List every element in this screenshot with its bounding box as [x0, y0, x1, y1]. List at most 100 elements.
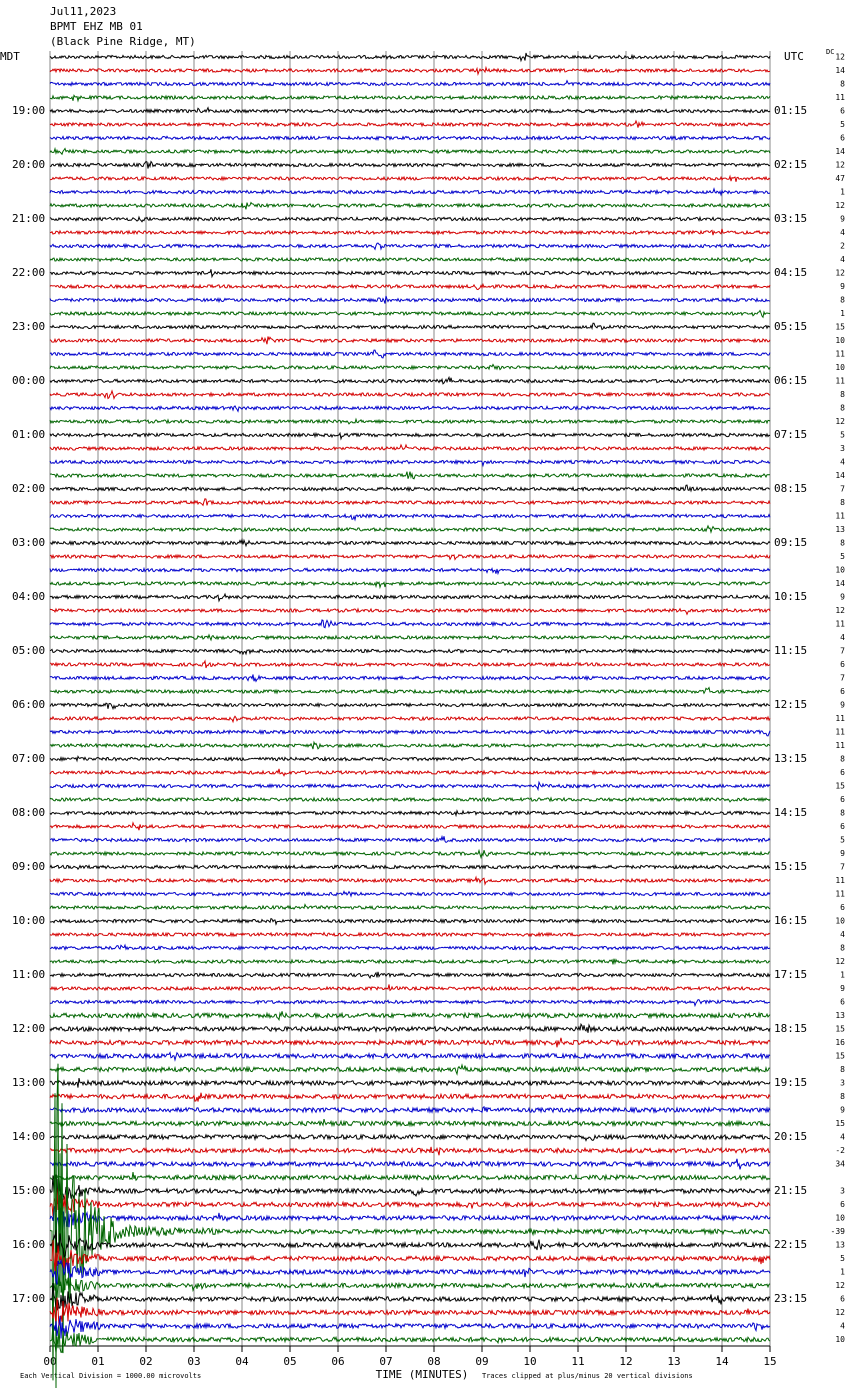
dc-offset: 15	[835, 1052, 845, 1061]
trace	[49, 1204, 771, 1230]
trace	[49, 1273, 771, 1300]
dc-offset: 15	[835, 323, 845, 332]
trace	[49, 740, 771, 750]
dc-offset: 10	[835, 336, 845, 345]
dc-offset: 4	[840, 255, 845, 264]
trace	[49, 702, 770, 711]
dc-offset: 1	[840, 1268, 845, 1277]
dc-offset: 8	[840, 80, 845, 89]
x-tick-label: 13	[667, 1355, 680, 1368]
trace	[49, 553, 771, 561]
trace	[49, 1174, 771, 1205]
trace	[49, 1322, 771, 1353]
trace	[49, 512, 771, 522]
trace	[49, 780, 771, 792]
trace	[49, 1146, 771, 1156]
dc-offset: 4	[840, 930, 845, 939]
x-tick-label: 09	[475, 1355, 488, 1368]
trace	[49, 809, 771, 818]
dc-offset: 10	[835, 917, 845, 926]
dc-offset: 6	[840, 660, 845, 669]
utc-label: 20:15	[774, 1130, 807, 1143]
trace	[49, 1037, 771, 1048]
x-tick-label: 10	[523, 1355, 536, 1368]
dc-offset: 16	[835, 1038, 845, 1047]
dc-offset: 6	[840, 107, 845, 116]
dc-offset: 6	[840, 822, 845, 831]
trace	[49, 537, 771, 548]
trace	[49, 201, 771, 210]
dc-offset: 13	[835, 525, 845, 534]
trace	[49, 336, 771, 345]
mdt-label: 16:00	[12, 1238, 45, 1251]
dc-offset: 15	[835, 782, 845, 791]
trace	[49, 1188, 771, 1217]
dc-offset: 8	[840, 1065, 845, 1074]
x-tick-label: 14	[715, 1355, 729, 1368]
mdt-label: 06:00	[12, 698, 45, 711]
dc-offset: 12	[835, 1308, 845, 1317]
mdt-label: 07:00	[12, 752, 45, 765]
trace	[49, 146, 771, 156]
dc-offset: 9	[840, 1106, 845, 1115]
dc-offset: 7	[840, 647, 845, 656]
right-axis-label: UTC	[784, 50, 804, 63]
dc-offset: 12	[835, 606, 845, 615]
mdt-label: 22:00	[12, 266, 45, 279]
trace	[49, 566, 771, 576]
trace	[49, 768, 771, 777]
mdt-label: 01:00	[12, 428, 45, 441]
dc-offset: 4	[840, 1133, 845, 1142]
dc-offset: 6	[840, 903, 845, 912]
dc-offset: 7	[840, 485, 845, 494]
dc-offset: 10	[835, 363, 845, 372]
x-tick-label: 02	[139, 1355, 152, 1368]
utc-label: 14:15	[774, 806, 807, 819]
utc-label: 16:15	[774, 914, 807, 927]
utc-label: 09:15	[774, 536, 807, 549]
utc-label: 15:15	[774, 860, 807, 873]
mdt-label: 23:00	[12, 320, 45, 333]
utc-label: 12:15	[774, 698, 807, 711]
trace	[49, 686, 771, 695]
dc-offset: 3	[840, 444, 845, 453]
dc-offset: 12	[835, 1281, 845, 1290]
offset-label: DC	[826, 48, 834, 56]
trace	[49, 821, 771, 831]
title-line: (Black Pine Ridge, MT)	[50, 35, 196, 48]
trace	[49, 322, 771, 331]
dc-offset: 4	[840, 228, 845, 237]
dc-offset: 4	[840, 458, 845, 467]
dc-offset: -39	[831, 1227, 846, 1236]
dc-offset: 11	[835, 728, 845, 737]
dc-offset: 11	[835, 890, 845, 899]
dc-offset: 14	[835, 471, 845, 480]
trace	[49, 1011, 771, 1022]
utc-label: 05:15	[774, 320, 807, 333]
utc-label: 19:15	[774, 1076, 807, 1089]
x-tick-label: 12	[619, 1355, 632, 1368]
trace	[49, 498, 771, 507]
utc-label: 13:15	[774, 752, 807, 765]
mdt-label: 14:00	[12, 1130, 45, 1143]
trace	[49, 1051, 771, 1062]
utc-label: 01:15	[774, 104, 807, 117]
utc-label: 02:15	[774, 158, 807, 171]
mdt-label: 21:00	[12, 212, 45, 225]
dc-offset: 11	[835, 350, 845, 359]
trace	[49, 94, 771, 103]
dc-offset: 11	[835, 377, 845, 386]
trace	[49, 228, 770, 236]
dc-offset: 47	[835, 174, 845, 183]
x-tick-label: 00	[43, 1355, 56, 1368]
dc-offset: 12	[835, 53, 845, 62]
dc-offset: 4	[840, 633, 845, 642]
mdt-label: 12:00	[12, 1022, 45, 1035]
utc-label: 23:15	[774, 1292, 807, 1305]
trace	[49, 484, 771, 493]
dc-offset: 6	[840, 768, 845, 777]
trace	[49, 1063, 771, 1389]
trace	[50, 890, 771, 898]
mdt-label: 05:00	[12, 644, 45, 657]
